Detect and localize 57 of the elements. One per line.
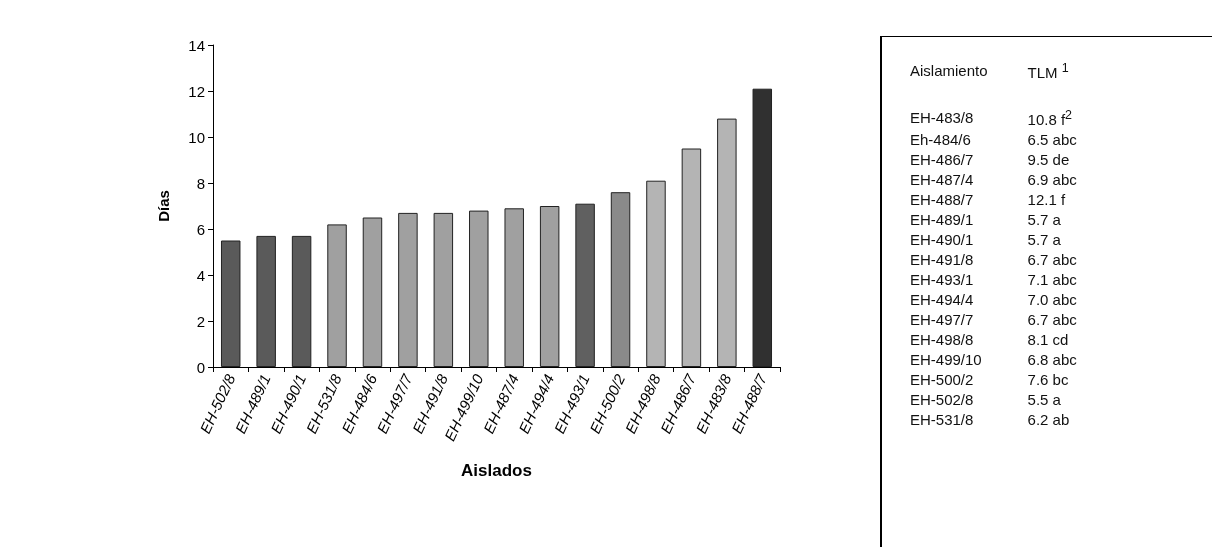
text: 6.5 abc bbox=[1026, 130, 1077, 150]
text: 5.7 a bbox=[1026, 230, 1062, 250]
y-tick-label: 14 bbox=[188, 36, 205, 54]
text: 6.2 ab bbox=[1026, 410, 1071, 430]
bar bbox=[362, 217, 383, 367]
bar bbox=[433, 212, 454, 367]
bar bbox=[398, 212, 418, 367]
text: EH-490/1 bbox=[910, 230, 975, 250]
text: 7.1 abc bbox=[1026, 270, 1077, 290]
text: 9.5 de bbox=[1026, 150, 1071, 170]
text: EH-493/1 bbox=[910, 270, 975, 290]
bar bbox=[291, 235, 312, 367]
y-tick-label: 6 bbox=[196, 220, 205, 238]
text: EH-489/1 bbox=[910, 210, 975, 230]
bar bbox=[539, 206, 560, 367]
text: 8.1 cd bbox=[1026, 330, 1070, 350]
text: EH-497/7 bbox=[910, 310, 975, 330]
text: EH-491/8 bbox=[910, 250, 975, 270]
text: EH-498/8 bbox=[910, 330, 975, 350]
text: Aislamiento bbox=[910, 61, 988, 81]
text: 5.7 a bbox=[1026, 210, 1062, 230]
text: 5.5 a bbox=[1026, 390, 1062, 410]
text: EH-486/7 bbox=[910, 150, 975, 170]
y-tick-label: 2 bbox=[196, 312, 205, 330]
text: EH-483/8 bbox=[910, 108, 975, 128]
bar bbox=[752, 88, 773, 367]
text: EH-488/7 bbox=[910, 190, 975, 210]
bar bbox=[469, 210, 489, 367]
bar bbox=[256, 235, 276, 367]
text: Eh-484/6 bbox=[910, 130, 972, 150]
bar bbox=[575, 203, 595, 367]
y-tick-label: 10 bbox=[188, 128, 205, 146]
y-tick-label: 4 bbox=[196, 266, 205, 284]
text: EH-499/10 bbox=[910, 350, 983, 370]
bar bbox=[504, 208, 524, 367]
y-axis-title: Días bbox=[155, 190, 172, 222]
text: 6.8 abc bbox=[1026, 350, 1077, 370]
text: TLM $^{1}$ bbox=[1026, 60, 1070, 83]
x-axis-title: Aislados bbox=[461, 461, 532, 480]
bar bbox=[646, 180, 666, 367]
text: 6.7 abc bbox=[1026, 250, 1077, 270]
y-tick-label: 0 bbox=[196, 358, 205, 376]
text: 6.7 abc bbox=[1026, 310, 1077, 330]
y-tick-label: 8 bbox=[196, 174, 205, 192]
text: EH-487/4 bbox=[910, 170, 975, 190]
text: 12.1 f bbox=[1026, 190, 1067, 210]
bar bbox=[220, 240, 241, 367]
bar bbox=[327, 224, 347, 367]
bar bbox=[610, 192, 631, 367]
text: 6.9 abc bbox=[1026, 170, 1077, 190]
text: 7.6 bc bbox=[1026, 370, 1070, 390]
text: 10.8 f$^{2}$ bbox=[1026, 107, 1074, 130]
y-tick-label: 12 bbox=[188, 82, 205, 100]
text: EH-494/4 bbox=[910, 290, 975, 310]
text: 7.0 abc bbox=[1026, 290, 1077, 310]
bar bbox=[717, 118, 737, 367]
bar bbox=[681, 148, 702, 367]
